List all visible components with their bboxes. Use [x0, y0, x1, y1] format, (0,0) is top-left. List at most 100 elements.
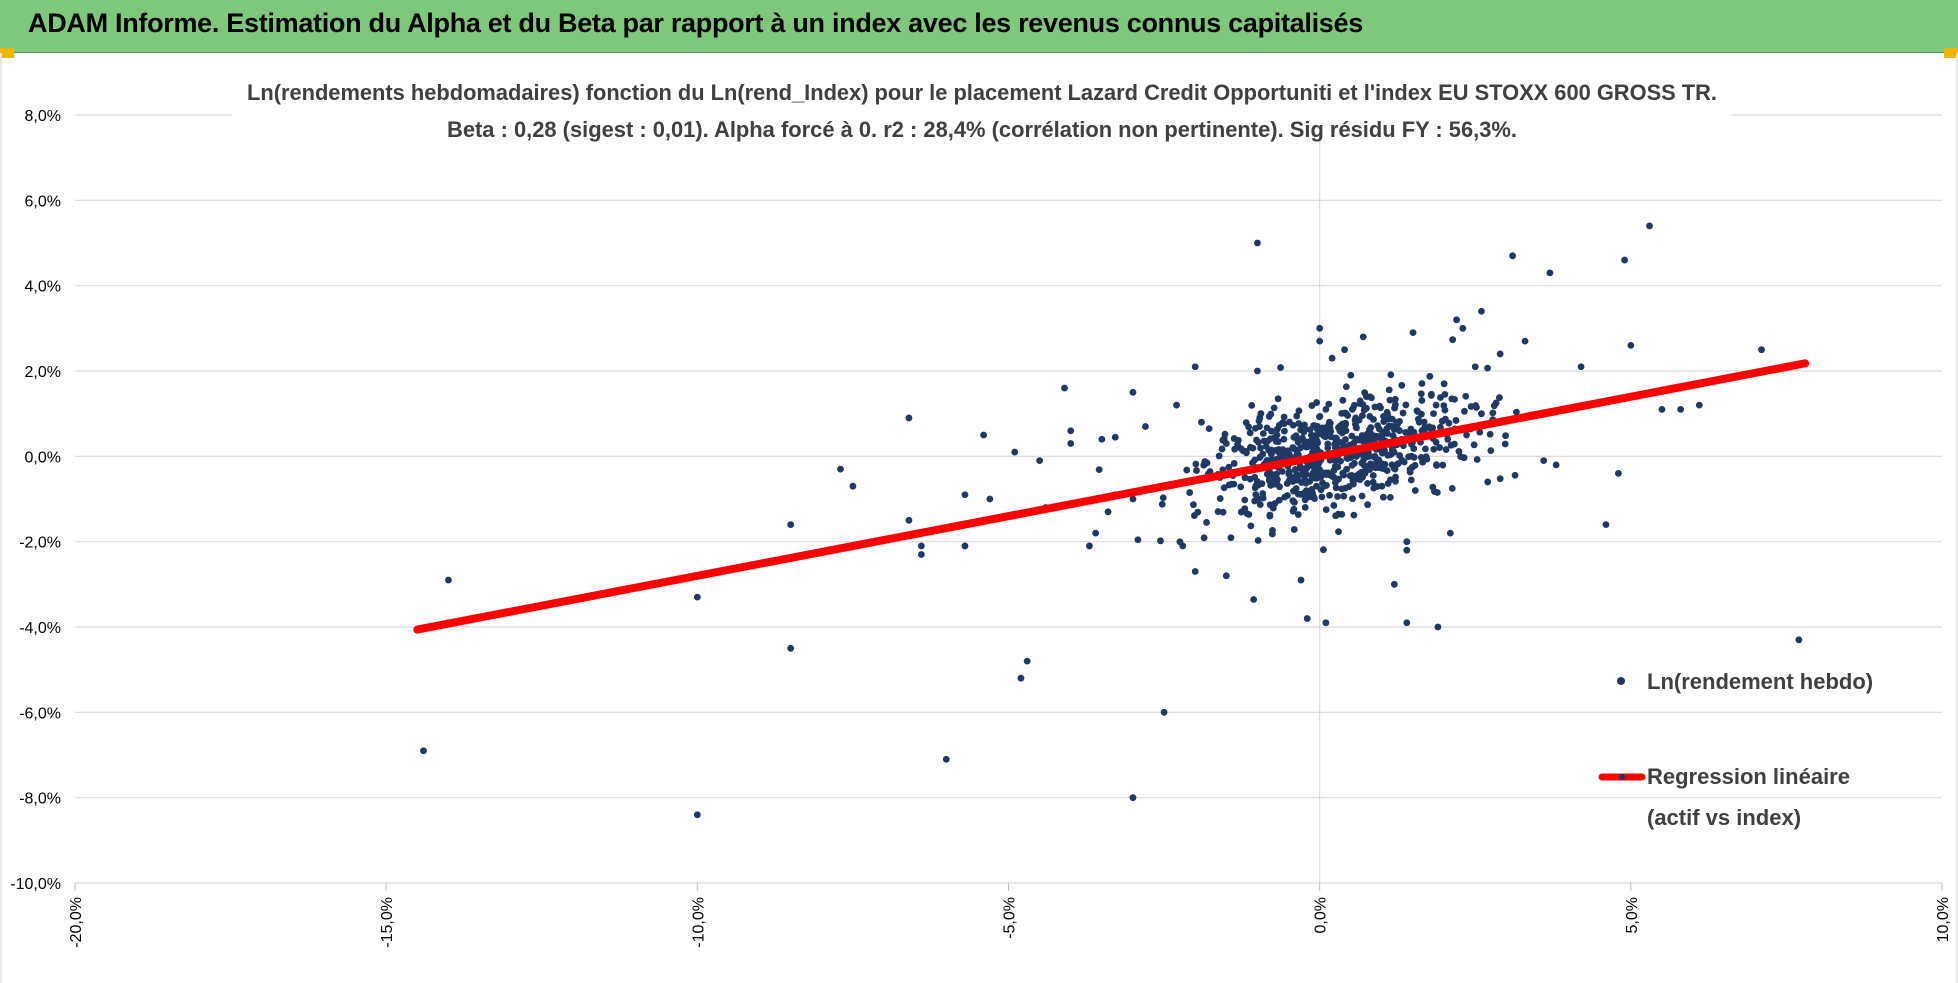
chart-title-line1: Ln(rendements hebdomadaires) fonction du…	[247, 80, 1717, 105]
legend-label-line1: Regression linéaire	[1647, 764, 1850, 789]
scatter-point	[1269, 526, 1276, 534]
scatter-point	[1627, 342, 1635, 349]
scatter-point	[1275, 496, 1283, 504]
scatter-point	[1374, 483, 1381, 490]
chart-area: 8,0% 6,0% 4,0% 2,0% 0,0% -2,0% -4,0% -6,0% -8,0%…	[0, 53, 1958, 983]
scatter-point	[1251, 473, 1259, 481]
scatter-point	[1332, 484, 1340, 492]
scatter-point	[1366, 429, 1374, 436]
scatter-point	[1280, 420, 1288, 427]
corner-mark-left	[0, 48, 14, 58]
scatter-point	[1278, 468, 1286, 475]
scatter-point	[1134, 536, 1142, 544]
x-tick-label: -10,0%	[690, 897, 707, 948]
scatter-point	[1284, 492, 1291, 499]
scatter-point	[1266, 511, 1274, 519]
scatter-point	[1420, 418, 1428, 426]
scatter-point	[1377, 404, 1384, 412]
scatter-point	[1274, 395, 1282, 403]
scatter-point	[1293, 471, 1301, 478]
scatter-point	[1129, 794, 1137, 802]
scatter-point	[1276, 483, 1283, 491]
scatter-point	[1658, 406, 1666, 413]
scatter-point	[1386, 396, 1394, 404]
scatter-point	[1758, 346, 1765, 354]
scatter-point	[905, 414, 913, 422]
scatter-point	[1328, 354, 1336, 362]
scatter-point	[1294, 490, 1302, 498]
scatter-point	[1159, 494, 1167, 502]
scatter-point	[1011, 448, 1019, 456]
scatter-point	[1111, 433, 1119, 441]
scatter-point	[1067, 440, 1075, 447]
scatter-point	[1486, 430, 1494, 438]
scatter-point	[1441, 406, 1449, 414]
scatter-point	[1273, 425, 1281, 433]
scatter-point	[1191, 363, 1199, 371]
scatter-point	[1439, 461, 1447, 469]
scatter-point	[1540, 457, 1548, 464]
scatter-point	[1437, 394, 1444, 401]
scatter-point	[1487, 447, 1495, 455]
scatter-point	[1280, 413, 1288, 421]
scatter-point	[905, 516, 913, 524]
scatter-point	[1484, 478, 1492, 486]
scatter-point	[1203, 519, 1210, 526]
scatter-point	[1324, 444, 1332, 452]
scatter-point	[1432, 401, 1440, 409]
scatter-point	[1361, 389, 1369, 397]
scatter-point	[1403, 619, 1411, 627]
scatter-point	[1301, 492, 1309, 500]
scatter-point	[1470, 441, 1478, 449]
scatter-point	[1273, 477, 1281, 485]
scatter-point	[1429, 483, 1437, 491]
scatter-point	[1392, 473, 1399, 481]
scatter-point	[1478, 307, 1485, 315]
scatter-point	[1332, 434, 1340, 442]
scatter-point	[1316, 412, 1324, 420]
scatter-point	[1316, 337, 1324, 345]
scatter-point	[1257, 410, 1265, 417]
scatter-point	[1251, 456, 1259, 464]
scatter-point	[1384, 415, 1392, 423]
scatter-point	[1254, 537, 1262, 544]
scatter-point	[1270, 404, 1278, 412]
scatter-point	[1230, 435, 1238, 442]
scatter-point	[1383, 408, 1391, 416]
scatter-point	[1190, 512, 1198, 519]
scatter-point	[1393, 419, 1401, 427]
scatter-point	[1476, 428, 1484, 436]
scatter-point	[1358, 468, 1365, 476]
scatter-point	[1313, 482, 1320, 490]
scatter-point	[1418, 380, 1426, 387]
scatter-point	[1227, 534, 1235, 542]
scatter-point	[1273, 470, 1281, 478]
scatter-point	[1250, 596, 1258, 603]
scatter-point	[1326, 491, 1333, 499]
scatter-point	[1325, 400, 1333, 408]
scatter-point	[1391, 395, 1399, 403]
scatter-point	[1338, 510, 1346, 518]
scatter-point	[1403, 538, 1411, 546]
scatter-point	[1438, 417, 1446, 425]
scatter-point	[1375, 456, 1383, 464]
scatter-point	[1496, 350, 1504, 358]
scatter-point	[1254, 239, 1261, 247]
scatter-point	[1496, 394, 1503, 401]
scatter-point	[1129, 495, 1137, 503]
scatter-point	[1190, 501, 1197, 509]
scatter-point	[1322, 406, 1330, 413]
scatter-point	[1158, 500, 1166, 508]
scatter-point	[1098, 435, 1106, 443]
scatter-point	[1308, 431, 1315, 439]
scatter-point	[1398, 381, 1406, 389]
scatter-point	[1375, 434, 1382, 441]
y-tick-label: -2,0%	[19, 535, 61, 552]
scatter-point	[1365, 450, 1372, 458]
scatter-point	[1259, 450, 1267, 458]
scatter-point	[1267, 410, 1275, 418]
scatter-point	[1418, 397, 1426, 404]
scatter-point	[1201, 458, 1209, 465]
scatter-point	[1334, 463, 1342, 471]
y-tick-label: -8,0%	[19, 791, 61, 808]
